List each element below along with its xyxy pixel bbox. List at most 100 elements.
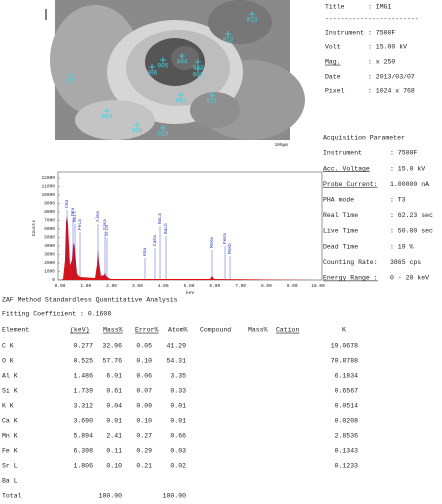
point-label: 011 (207, 98, 218, 105)
table-cell: Fe K (2, 448, 18, 455)
table-cell: 0.0208 (335, 418, 359, 425)
table-cell: 1.486 (73, 373, 93, 380)
table-cell: 0.04 (106, 403, 122, 410)
point-marker (195, 66, 201, 72)
info-value: : x 250 (368, 59, 395, 66)
peak-label: MnKb (227, 243, 233, 254)
table-cell: 0.10 (106, 463, 122, 470)
table-header: K (342, 327, 346, 334)
total-atom: 100.00 (163, 493, 187, 500)
acq-label: Instrument (323, 150, 362, 157)
table-cell: 70.8788 (331, 358, 358, 365)
acq-label: Counting Rate: (323, 259, 378, 266)
point-marker (209, 92, 215, 98)
info-label: Date (325, 74, 341, 81)
table-cell: 0.1343 (335, 448, 359, 455)
table-cell: 0.11 (106, 448, 122, 455)
table-fitting: Fitting Coefficient : 0.1608 (2, 311, 111, 318)
x-tick-label: 6.00 (209, 283, 220, 289)
info-value: : IMG1 (368, 4, 392, 11)
peak-label: FeLa (77, 219, 83, 230)
acq-value: : 15.0 kV (390, 165, 425, 172)
point-label: 009 (132, 128, 143, 135)
table-cell: Mn K (2, 433, 18, 440)
peak-label: BaLa (157, 213, 163, 224)
point-label: 010 (158, 131, 169, 138)
scale-bar: 100µm (274, 142, 288, 148)
table-cell: 32.96 (102, 343, 122, 350)
acq-value: : 19 % (390, 243, 414, 250)
info-separator: ------------------------ (325, 16, 419, 23)
table-cell: Sr L (2, 463, 18, 470)
acq-value: 1.00000 nA (390, 181, 429, 188)
peak-label: CaKa (152, 235, 158, 246)
table-header: Mass% (248, 327, 268, 334)
table-cell: Ca K (2, 418, 18, 425)
table-cell: 3.35 (170, 373, 186, 380)
table-cell: 19.0678 (331, 343, 358, 350)
table-header: Cation (276, 327, 300, 334)
point-marker (149, 64, 155, 70)
acq-label: Real Time (323, 212, 358, 219)
x-tick-label: 3.00 (132, 283, 143, 289)
info-label: Volt (325, 44, 341, 51)
table-cell: 0.66 (170, 433, 186, 440)
table-cell: 57.76 (102, 358, 122, 365)
table-cell: 0.07 (136, 388, 152, 395)
point-marker (67, 73, 73, 79)
point-marker (104, 108, 110, 114)
table-cell: 6.398 (73, 448, 93, 455)
table-cell: 0.06 (136, 373, 152, 380)
x-tick-label: 1.00 (80, 283, 91, 289)
x-tick-label: 10.00 (311, 283, 325, 289)
sem-image (50, 0, 305, 140)
table-cell: 0.277 (73, 343, 93, 350)
acq-label: Dead Time (323, 243, 358, 250)
table-cell: Ba L (2, 478, 18, 485)
table-cell: 2.8536 (335, 433, 359, 440)
point-marker (249, 11, 255, 17)
peak-label: SiKa (102, 219, 108, 230)
x-tick-label: 7.00 (235, 283, 246, 289)
point-marker (160, 125, 166, 131)
peak-label: SrLa (104, 225, 110, 236)
table-cell: 0.33 (170, 388, 186, 395)
table-cell: 0.27 (136, 433, 152, 440)
y-tick-label: 0 (52, 277, 55, 283)
table-cell: 0.525 (73, 358, 93, 365)
x-tick-label: 2.00 (106, 283, 117, 289)
acq-value: : 62.23 sec (390, 212, 433, 219)
point-label: 002 (193, 72, 204, 79)
table-cell: 0.01 (106, 418, 122, 425)
table-cell: 0.05 (136, 343, 152, 350)
acq-label: Acc. Voltage (323, 165, 370, 172)
table-header: Error% (135, 327, 159, 334)
table-cell: O K (2, 358, 14, 365)
point-marker (179, 53, 185, 59)
point-marker (195, 59, 201, 65)
info-value: : 1024 x 768 (368, 88, 415, 95)
table-cell: 3.312 (73, 403, 93, 410)
table-cell: Al K (2, 373, 18, 380)
table-cell: 54.31 (166, 358, 186, 365)
table-cell: 0.6567 (335, 388, 359, 395)
y-tick-label: 11000 (41, 184, 55, 190)
x-tick-label: 8.00 (261, 283, 272, 289)
table-cell: 41.29 (166, 343, 186, 350)
table-cell: 0.01 (170, 418, 186, 425)
table-header: Element (2, 327, 29, 334)
y-tick-label: 6000 (44, 226, 55, 232)
acq-heading: Acquisition Parameter (323, 135, 405, 142)
point-marker (160, 57, 166, 63)
table-cell: 6.1834 (335, 373, 359, 380)
table-header: Mass% (103, 327, 123, 334)
y-tick-label: 12000 (41, 175, 55, 181)
table-title: ZAF Method Standardless Quantitative Ana… (2, 297, 178, 304)
point-label: 008 (102, 114, 113, 121)
x-tick-label: 0.00 (55, 283, 66, 289)
table-header: Atom% (168, 327, 188, 334)
info-label: Instrument (325, 30, 364, 37)
point-label: 005 (158, 63, 169, 70)
table-header: (keV) (70, 327, 90, 334)
y-tick-label: 2000 (44, 260, 55, 266)
